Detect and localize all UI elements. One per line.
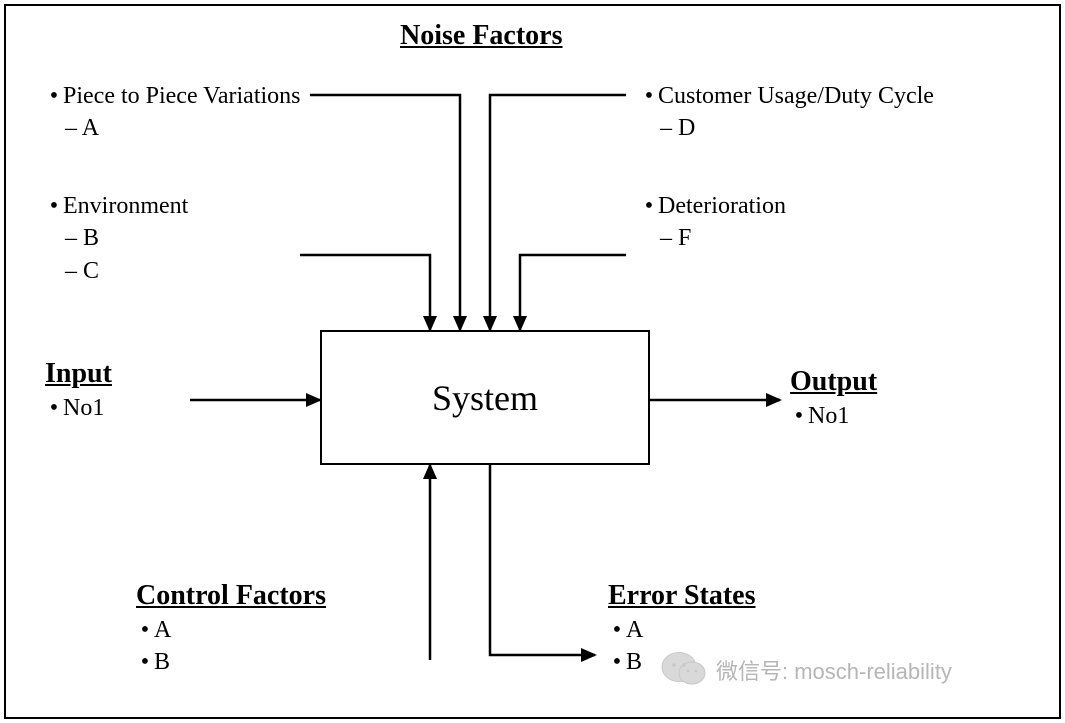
dash-icon: – <box>65 225 83 251</box>
sub-label: A <box>82 115 99 141</box>
sub-item: – A <box>45 112 301 144</box>
sub-label: F <box>678 225 691 251</box>
bullet-dot-icon: • <box>790 400 808 432</box>
bullet-item: •Piece to Piece Variations <box>45 80 301 112</box>
bullet-item: •Customer Usage/Duty Cycle <box>640 80 934 112</box>
bullet-label: A <box>626 617 643 643</box>
group-noise-left-bottom: •Environment– B– C <box>45 190 188 287</box>
noise4-deterioration <box>520 255 626 330</box>
heading-control-factors: Control Factors <box>136 580 326 612</box>
noise2-environment <box>300 255 430 330</box>
wechat-icon-svg <box>660 650 708 690</box>
group-control: •A•B <box>136 614 171 679</box>
heading-input: Input <box>45 358 112 390</box>
dash-icon: – <box>660 225 678 251</box>
watermark-text: 微信号: mosch-reliability <box>716 654 952 686</box>
sub-item: – F <box>640 222 786 254</box>
bullet-item: •A <box>136 614 171 646</box>
watermark: 微信号: mosch-reliability <box>660 650 952 690</box>
bullet-label: No1 <box>808 403 849 429</box>
system-box: System <box>320 330 650 465</box>
noise3-customer-usage <box>490 95 626 330</box>
heading-error-states: Error States <box>608 580 756 612</box>
bullet-dot-icon: • <box>640 190 658 222</box>
bullet-dot-icon: • <box>136 614 154 646</box>
heading-output: Output <box>790 366 877 398</box>
bullet-item: •B <box>608 646 643 678</box>
dash-icon: – <box>65 115 82 141</box>
bullet-item: •Deterioration <box>640 190 786 222</box>
bullet-dot-icon: • <box>45 190 63 222</box>
bullet-item: •Environment <box>45 190 188 222</box>
bullet-label: A <box>154 617 171 643</box>
sub-label: B <box>83 225 99 251</box>
bullet-item: •A <box>608 614 643 646</box>
sub-item: – D <box>640 112 934 144</box>
sub-label: D <box>678 115 695 141</box>
wechat-icon <box>660 650 708 690</box>
bullet-dot-icon: • <box>640 80 658 112</box>
bullet-label: B <box>626 649 642 675</box>
group-input: •No1 <box>45 392 104 424</box>
sub-label: C <box>83 258 99 284</box>
system-label: System <box>432 377 538 419</box>
bullet-dot-icon: • <box>608 646 626 678</box>
bullet-item: •No1 <box>45 392 104 424</box>
bullet-item: •No1 <box>790 400 849 432</box>
bullet-label: B <box>154 649 170 675</box>
bullet-item: •B <box>136 646 171 678</box>
dash-icon: – <box>65 258 83 284</box>
noise1-piece-to-piece <box>310 95 460 330</box>
heading-noise-factors: Noise Factors <box>400 20 563 52</box>
group-noise-right-top: •Customer Usage/Duty Cycle– D <box>640 80 934 145</box>
error-arrow <box>490 465 595 655</box>
bullet-dot-icon: • <box>608 614 626 646</box>
bullet-label: Customer Usage/Duty Cycle <box>658 83 934 109</box>
bullet-label: Piece to Piece Variations <box>63 83 301 109</box>
group-noise-right-bottom: •Deterioration– F <box>640 190 786 255</box>
group-noise-left-top: •Piece to Piece Variations– A <box>45 80 301 145</box>
dash-icon: – <box>660 115 678 141</box>
bullet-label: Deterioration <box>658 193 786 219</box>
bullet-dot-icon: • <box>136 646 154 678</box>
sub-item: – C <box>45 255 188 287</box>
bullet-label: Environment <box>63 193 188 219</box>
bullet-label: No1 <box>63 395 104 421</box>
group-output: •No1 <box>790 400 849 432</box>
bullet-dot-icon: • <box>45 80 63 112</box>
sub-item: – B <box>45 222 188 254</box>
diagram-frame: System Noise Factors Input Output Contro… <box>0 0 1065 723</box>
bullet-dot-icon: • <box>45 392 63 424</box>
group-error: •A•B <box>608 614 643 679</box>
